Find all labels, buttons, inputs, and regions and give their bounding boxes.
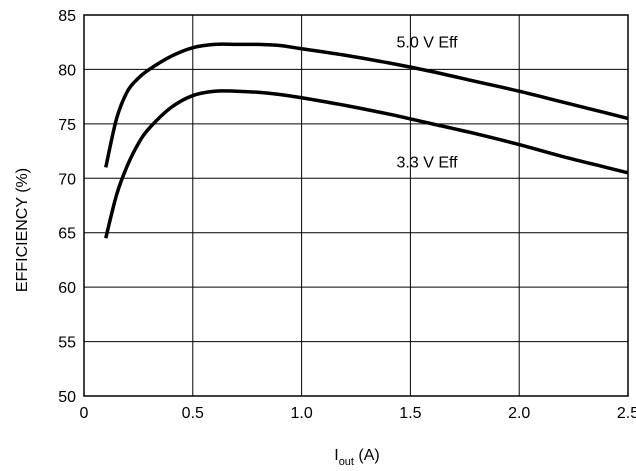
series-line-3v3 <box>104 89 629 239</box>
x-tick-label: 2.0 <box>508 405 530 422</box>
y-axis-label: EFFICIENCY (%) <box>14 168 31 292</box>
series-annotation: 5.0 V Eff <box>397 35 459 52</box>
y-tick-label: 65 <box>58 226 76 243</box>
series-annotation: 3.3 V Eff <box>397 154 459 171</box>
y-tick-label: 50 <box>58 389 76 406</box>
x-axis-label-unit: (A) <box>354 447 380 464</box>
y-tick-label: 70 <box>58 171 76 188</box>
y-tick-label: 75 <box>58 117 76 134</box>
grid-layer <box>84 15 628 396</box>
series-line-5v <box>104 42 629 168</box>
tick-labels: 0 0.5 1.0 1.5 2.0 2.5 50 55 60 65 70 75 80 85 <box>58 8 636 422</box>
y-tick-label: 80 <box>58 62 76 79</box>
x-tick-label: 1.0 <box>290 405 312 422</box>
x-axis-label-subscript: out <box>339 456 354 468</box>
y-tick-label: 55 <box>58 335 76 352</box>
x-axis-label: Iout (A) <box>334 447 380 468</box>
plot-frame <box>83 14 629 397</box>
series-layer <box>104 42 629 239</box>
x-tick-label: 0.5 <box>182 405 204 422</box>
y-tick-label: 85 <box>58 8 76 25</box>
y-tick-label: 60 <box>58 280 76 297</box>
x-tick-label: 1.5 <box>399 405 421 422</box>
x-tick-label: 2.5 <box>617 405 636 422</box>
series-annotations: 5.0 V Eff 3.3 V Eff <box>397 35 459 172</box>
x-tick-label: 0 <box>80 405 89 422</box>
x-axis-label-main: I <box>334 447 338 464</box>
